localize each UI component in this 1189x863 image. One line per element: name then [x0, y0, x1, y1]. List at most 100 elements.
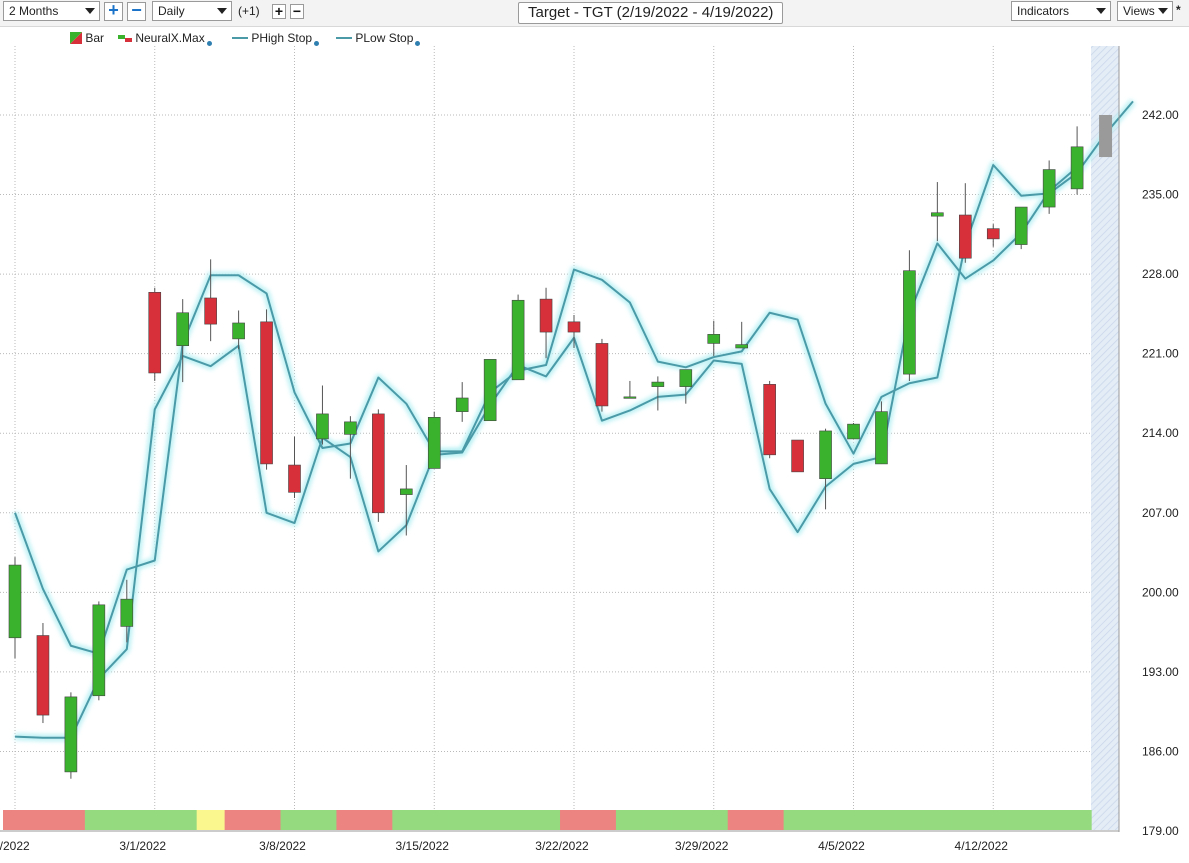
candle — [539, 287, 553, 359]
signal-band-cell — [811, 810, 841, 830]
signal-band-cell — [727, 810, 757, 830]
signal-band-cell — [867, 810, 897, 830]
signal-band-cell — [336, 810, 365, 830]
candle — [735, 321, 749, 349]
candle-body — [1014, 206, 1028, 245]
views-dropdown[interactable]: Views — [1117, 1, 1173, 21]
candle — [148, 287, 162, 381]
candle-body — [64, 696, 78, 773]
signal-band-cell — [392, 810, 421, 830]
phigh-stop-line — [14, 100, 1134, 655]
axes: 179.00 186.00 193.00 200.00 207.00 214.00 221.… — [0, 46, 1179, 853]
offset-decrease-button[interactable]: − — [290, 4, 304, 19]
y-tick-label: 214.00 — [1142, 426, 1179, 440]
candle — [344, 416, 357, 479]
candle-body — [483, 359, 497, 422]
candle — [567, 315, 581, 348]
candle-body — [819, 430, 832, 479]
candle-body — [539, 298, 553, 333]
candle — [763, 380, 776, 459]
x-tick-label: 3/8/2022 — [259, 839, 306, 853]
candle-body — [595, 343, 609, 407]
signal-band-cell — [671, 810, 701, 830]
settings-dot-icon[interactable] — [415, 41, 421, 46]
signal-band-cell — [3, 810, 30, 830]
settings-dot-icon[interactable] — [206, 41, 212, 46]
signal-band-cell — [532, 810, 561, 830]
legend-label-bar: Bar — [85, 31, 105, 45]
legend-item-bar[interactable]: Bar — [70, 30, 104, 46]
y-tick-label: 242.00 — [1142, 108, 1179, 122]
candle-body — [763, 384, 776, 456]
views-modified-marker: * — [1176, 3, 1181, 17]
candle-body — [1070, 146, 1084, 190]
offset-increase-button[interactable]: + — [272, 4, 286, 19]
indicators-label: Indicators — [1017, 4, 1070, 18]
signal-band-cell — [587, 810, 617, 830]
candle-body — [316, 413, 329, 440]
candle — [791, 439, 804, 473]
legend-item-phigh[interactable]: PHigh Stop — [232, 30, 320, 46]
signal-band-cell — [308, 810, 338, 830]
line-swatch-icon — [336, 37, 352, 39]
signal-band-cell — [504, 810, 533, 830]
candle — [986, 224, 1000, 247]
line-swatch-icon — [232, 37, 248, 39]
candle-body — [623, 396, 637, 399]
candle — [204, 259, 217, 342]
signal-band-cell — [476, 810, 505, 830]
candle — [36, 623, 50, 724]
plow-stop-line-glow — [14, 164, 1080, 742]
candle — [1042, 160, 1056, 214]
candle — [483, 359, 497, 422]
period-decrease-button[interactable]: − — [127, 1, 146, 21]
candle-body — [148, 291, 162, 374]
signal-band-cell — [252, 810, 282, 830]
legend-item-neuralx[interactable]: NeuralX.Max — [118, 30, 212, 46]
signal-band-cell — [1007, 810, 1036, 830]
candle-body — [8, 564, 22, 639]
y-tick-label: 235.00 — [1142, 188, 1179, 202]
signal-band-cell — [951, 810, 980, 830]
candle — [958, 183, 972, 263]
legend-label-neuralx: NeuralX.Max — [135, 31, 205, 45]
signal-band-cell — [448, 810, 477, 830]
candle — [511, 294, 525, 381]
candle — [176, 299, 189, 383]
interval-dropdown[interactable]: Daily — [152, 1, 232, 21]
y-tick-label: 228.00 — [1142, 267, 1179, 281]
legend-item-plow[interactable]: PLow Stop — [336, 30, 421, 46]
candle — [455, 382, 469, 422]
chart-title: Target - TGT (2/19/2022 - 4/19/2022) — [518, 2, 784, 24]
candle — [1014, 206, 1028, 250]
candle-body — [679, 369, 693, 387]
interval-value: Daily — [158, 4, 185, 18]
x-tick-label: 3/22/2022 — [535, 839, 589, 853]
period-increase-button[interactable]: + — [104, 1, 123, 21]
candle-body — [288, 464, 301, 493]
settings-dot-icon[interactable] — [314, 41, 320, 46]
period-dropdown[interactable]: 2 Months — [3, 1, 100, 21]
candle — [1070, 126, 1084, 195]
signal-band-cell — [643, 810, 673, 830]
candle-body — [567, 321, 581, 333]
chevron-down-icon — [1096, 8, 1106, 14]
signal-band-cell — [1035, 810, 1064, 830]
candle — [232, 310, 245, 350]
candle-body — [1042, 169, 1056, 208]
x-tick-label: 4/12/2022 — [955, 839, 1009, 853]
x-tick-label: 3/1/2022 — [119, 839, 166, 853]
signal-band-cell — [755, 810, 785, 830]
candle-body — [204, 297, 217, 325]
candle-body — [931, 212, 944, 217]
indicators-dropdown[interactable]: Indicators — [1011, 1, 1111, 21]
neuralx-swatch-icon — [118, 35, 132, 42]
candle — [903, 250, 916, 381]
signal-band-cell — [979, 810, 1008, 830]
candle-body — [707, 334, 721, 344]
y-tick-label: 193.00 — [1142, 665, 1179, 679]
signal-band-cell — [699, 810, 729, 830]
candle-body — [427, 417, 441, 469]
candle-body — [372, 413, 385, 514]
